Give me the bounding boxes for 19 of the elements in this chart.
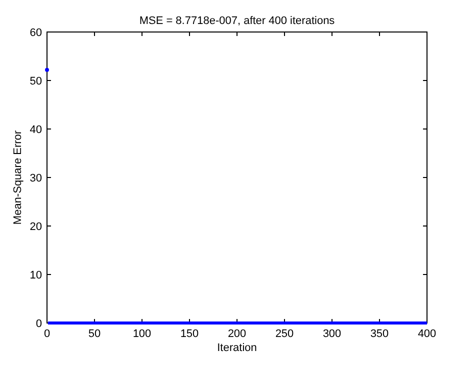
x-axis-title: Iteration bbox=[217, 342, 257, 354]
y-tick-label: 60 bbox=[30, 27, 42, 39]
x-tick-label: 300 bbox=[322, 328, 342, 340]
x-tick-label: 150 bbox=[180, 328, 199, 340]
y-tick-label: 10 bbox=[30, 270, 42, 282]
y-tick-label: 40 bbox=[30, 124, 42, 136]
x-tick-label: 50 bbox=[88, 328, 101, 340]
y-tick-label: 50 bbox=[30, 76, 42, 88]
x-tick-label: 200 bbox=[228, 328, 246, 340]
x-tick-label: 350 bbox=[370, 328, 389, 340]
x-tick-label: 400 bbox=[418, 328, 436, 340]
y-tick-label: 0 bbox=[36, 318, 42, 330]
x-tick-label: 250 bbox=[275, 328, 294, 340]
chart-title: MSE = 8.7718e-007, after 400 iterations bbox=[139, 15, 336, 27]
y-tick-label: 30 bbox=[30, 172, 42, 184]
y-axis-title: Mean-Square Error bbox=[12, 130, 24, 225]
x-tick-label: 0 bbox=[44, 328, 50, 340]
y-tick-label: 20 bbox=[30, 221, 42, 233]
x-tick-label: 100 bbox=[132, 328, 152, 340]
